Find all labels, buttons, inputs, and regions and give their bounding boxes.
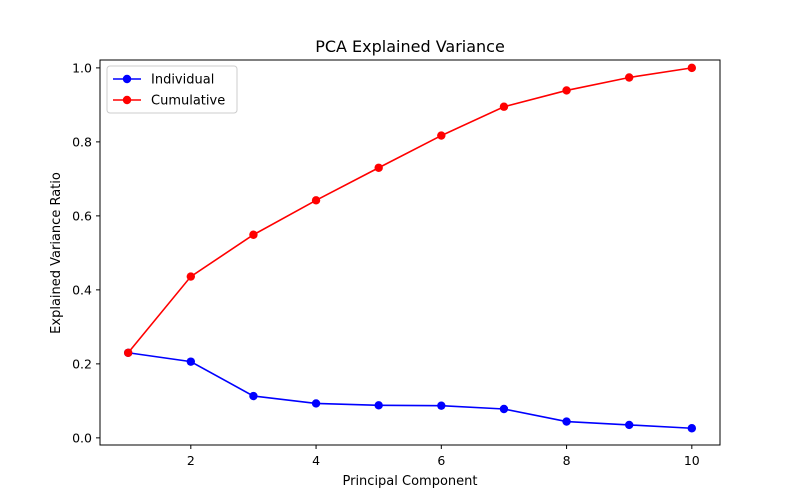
data-point-individual	[687, 424, 697, 433]
data-point-individual	[249, 391, 258, 401]
data-point-individual	[311, 399, 321, 408]
data-point-cumulative	[186, 272, 196, 281]
data-point-cumulative	[499, 102, 509, 111]
x-tick-label: 8	[563, 453, 571, 468]
data-point-individual	[562, 417, 571, 426]
data-point-individual	[437, 401, 446, 410]
legend-box	[106, 65, 238, 114]
series-line-individual	[128, 351, 692, 430]
y-tick-label: 0.8	[72, 134, 92, 149]
data-point-individual	[186, 357, 196, 366]
legend: Individual Cumulative	[106, 65, 238, 114]
y-tick-label: 0.4	[72, 282, 92, 297]
x-tick-label: 4	[312, 453, 320, 468]
data-point-cumulative	[374, 163, 383, 172]
data-point-individual	[624, 420, 634, 430]
x-tick-label: 10	[684, 453, 700, 468]
data-point-cumulative	[687, 63, 697, 73]
legend-label-individual: Individual	[151, 73, 214, 88]
legend-marker-individual	[122, 74, 132, 84]
data-point-cumulative	[311, 196, 321, 205]
x-tick-label: 2	[187, 453, 195, 468]
axes-frame	[99, 59, 721, 446]
data-point-cumulative	[562, 86, 571, 95]
y-tick-label: 0.6	[72, 208, 92, 223]
data-point-individual	[374, 401, 383, 410]
y-tick-label: 0.2	[72, 356, 92, 371]
data-point-cumulative	[624, 73, 634, 82]
y-axis-label: Explained Variance Ratio	[49, 172, 64, 334]
y-tick-label: 1.0	[72, 60, 92, 75]
x-axis-label: Principal Component	[342, 474, 477, 489]
data-point-cumulative	[249, 230, 258, 239]
chart-title: PCA Explained Variance	[315, 37, 505, 56]
legend-marker-cumulative	[122, 95, 132, 105]
series-line-cumulative	[127, 67, 692, 354]
x-tick-label: 6	[437, 453, 445, 468]
plot-area: 2 4 6 8 10 0.0 0.2 0.4 0.6 0.8 1.0	[72, 59, 721, 468]
legend-label-cumulative: Cumulative	[151, 94, 225, 109]
y-tick-label: 0.0	[72, 430, 92, 445]
data-point-cumulative	[437, 131, 446, 140]
data-point-cumulative	[123, 348, 133, 357]
data-point-individual	[499, 404, 509, 414]
